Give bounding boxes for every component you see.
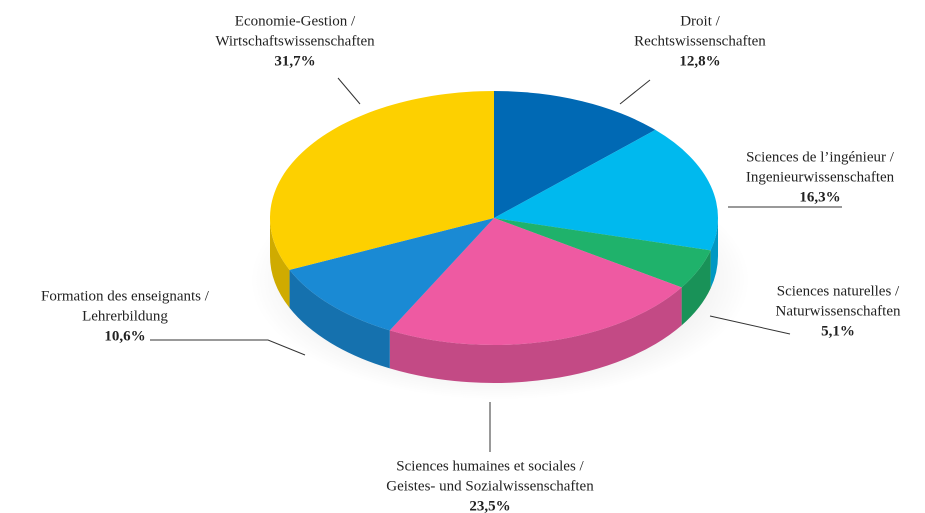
slice-label: Rechtswissenschaften: [634, 33, 766, 49]
leader-line: [619, 79, 651, 105]
slice-side: [289, 269, 390, 369]
slice-label: Wirtschaftswissenschaften: [215, 33, 375, 49]
slice: [289, 218, 494, 331]
value-label: 10,6%: [104, 328, 145, 344]
labels: Droit / Rechtswissenschaften 12,8% Sciences…: [41, 13, 901, 513]
pie-tops: [270, 91, 718, 345]
leader-line: [150, 339, 306, 356]
leader-line: [709, 315, 791, 335]
slice-side: [710, 218, 718, 289]
slice-side: [270, 218, 290, 308]
slice-label: Sciences naturelles /: [777, 283, 900, 299]
pie-sides: [270, 218, 718, 383]
slice: [494, 91, 656, 218]
slice-label: Naturwissenschaften: [776, 303, 901, 319]
slice-label: Droit /: [680, 13, 720, 29]
slice: [389, 218, 682, 345]
slice-side: [389, 287, 682, 383]
slice-label: Formation des enseignants /: [41, 288, 210, 304]
slice-label: Sciences de l’ingénieur /: [746, 149, 895, 165]
slice-label: Ingenieurwissenschaften: [746, 169, 895, 185]
value-label: 12,8%: [679, 53, 720, 69]
slice: [494, 218, 711, 288]
value-label: 5,1%: [821, 323, 855, 339]
leader-line: [337, 77, 361, 105]
value-label: 31,7%: [274, 53, 315, 69]
value-label: 16,3%: [799, 189, 840, 205]
slice: [270, 91, 494, 270]
slice: [494, 129, 718, 251]
value-label: 23,5%: [469, 498, 510, 513]
slice-label: Geistes- und Sozialwissenschaften: [386, 478, 594, 494]
slice-label: Economie-Gestion /: [235, 13, 356, 29]
slice-label: Sciences humaines et sociales /: [396, 458, 584, 474]
slice-side: [681, 250, 711, 326]
slice-label: Lehrerbildung: [82, 308, 168, 324]
